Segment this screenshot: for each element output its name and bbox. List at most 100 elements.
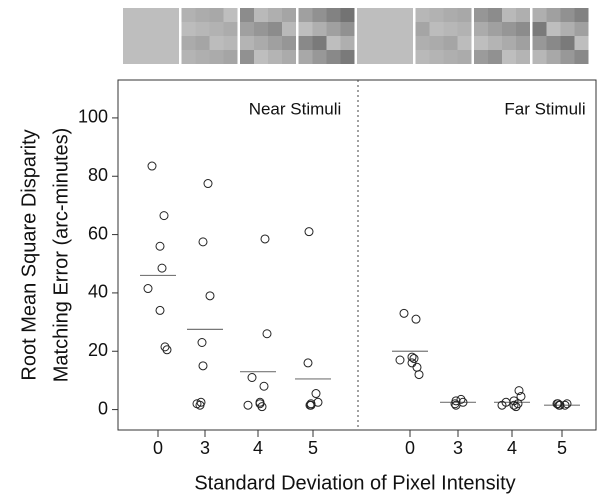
y-tick-label: 20	[88, 340, 108, 360]
thumbnail-cell	[209, 8, 224, 22]
thumbnail-cell	[385, 50, 399, 64]
data-point	[306, 400, 316, 410]
thumbnail-cell	[371, 8, 385, 22]
thumbnail-cell	[415, 22, 430, 36]
data-point	[155, 305, 165, 315]
thumbnail-cell	[474, 36, 488, 50]
thumbnail-cell	[488, 22, 502, 36]
thumbnail-cell	[340, 8, 355, 22]
thumbnail-cell	[282, 50, 296, 64]
thumbnail-cell	[457, 50, 472, 64]
data-point	[409, 354, 419, 364]
y-tick-label: 40	[88, 282, 108, 302]
data-point	[205, 291, 215, 301]
data-point	[195, 400, 205, 410]
thumbnail-cell	[399, 22, 413, 36]
thumbnail-cell	[546, 36, 561, 50]
thumbnail-cell	[385, 8, 399, 22]
thumbnail-cell	[254, 50, 268, 64]
thumbnail-cell	[123, 8, 137, 22]
thumbnail-cell	[195, 8, 210, 22]
thumbnail-cell	[474, 22, 488, 36]
thumbnail-cell	[560, 50, 575, 64]
thumbnail-cell	[312, 50, 327, 64]
thumbnail-cell	[326, 22, 341, 36]
data-point	[451, 400, 461, 410]
data-point	[497, 400, 507, 410]
thumbnail-cell	[357, 50, 371, 64]
thumbnail-cell	[326, 8, 341, 22]
thumbnail-cell	[415, 36, 430, 50]
x-tick-label: 4	[253, 438, 263, 458]
thumbnail-cell	[502, 36, 516, 50]
thumbnail-cell	[340, 36, 355, 50]
thumbnail-cell	[371, 36, 385, 50]
x-tick-label: 0	[153, 438, 163, 458]
thumbnail-cell	[429, 50, 444, 64]
x-tick-label: 5	[557, 438, 567, 458]
thumbnail-cell	[371, 22, 385, 36]
thumbnail-cell	[340, 50, 355, 64]
data-point	[147, 161, 157, 171]
panel-title: Near Stimuli	[249, 99, 342, 118]
thumbnail-cell	[195, 50, 210, 64]
data-point	[143, 284, 153, 294]
plot-frame	[117, 79, 597, 431]
thumbnail-cell	[443, 50, 458, 64]
y-tick-label: 0	[98, 398, 108, 418]
data-point	[197, 338, 207, 347]
data-point	[243, 400, 253, 410]
thumbnail-cell	[268, 50, 282, 64]
data-point	[414, 370, 424, 380]
thumbnail-cell	[165, 22, 179, 36]
y-tick-label: 80	[88, 165, 108, 185]
thumbnail-cell	[137, 8, 151, 22]
data-point	[198, 361, 208, 371]
thumbnail-cell	[268, 36, 282, 50]
thumbnail-cell	[502, 22, 516, 36]
x-tick-label: 4	[507, 438, 517, 458]
thumbnail-cell	[254, 22, 268, 36]
thumbnail-cell	[532, 36, 547, 50]
data-point	[511, 402, 521, 412]
thumbnail-cell	[385, 36, 399, 50]
thumbnail-cell	[312, 8, 327, 22]
thumbnail-cell	[181, 22, 196, 36]
thumbnail-cell	[488, 50, 502, 64]
thumbnail-cell	[429, 8, 444, 22]
thumbnail-cell	[488, 36, 502, 50]
y-axis-label: Root Mean Square Disparity	[18, 129, 40, 380]
thumbnail-cell	[123, 50, 137, 64]
data-point	[159, 211, 169, 221]
thumbnail-cell	[546, 50, 561, 64]
thumbnail-cell	[574, 8, 589, 22]
thumbnail-cell	[516, 22, 530, 36]
thumbnail-cell	[209, 36, 224, 50]
x-tick-label: 3	[200, 438, 210, 458]
thumbnail-cell	[443, 22, 458, 36]
thumbnail-cell	[151, 22, 165, 36]
thumbnail-cell	[474, 8, 488, 22]
data-point	[554, 400, 564, 410]
thumbnail-cell	[546, 8, 561, 22]
data-point	[456, 394, 466, 404]
data-point	[560, 400, 570, 410]
thumbnail-cell	[151, 36, 165, 50]
data-point	[407, 352, 417, 362]
y-axis-label: Matching Error (arc-minutes)	[50, 128, 72, 383]
data-point	[303, 358, 313, 368]
thumbnail-cell	[340, 22, 355, 36]
thumbnail-cell	[516, 36, 530, 50]
thumbnail-cell	[165, 8, 179, 22]
thumbnail-cell	[443, 36, 458, 50]
thumbnail-cell	[282, 8, 296, 22]
data-point	[411, 314, 421, 324]
thumbnail-cell	[574, 36, 589, 50]
data-point	[247, 373, 257, 382]
thumbnail-cell	[298, 36, 313, 50]
stimulus-thumbnails	[123, 8, 589, 64]
thumbnail-cell	[165, 36, 179, 50]
panel-title: Far Stimuli	[504, 99, 585, 118]
thumbnail-cell	[123, 36, 137, 50]
thumbnail-cell	[357, 8, 371, 22]
